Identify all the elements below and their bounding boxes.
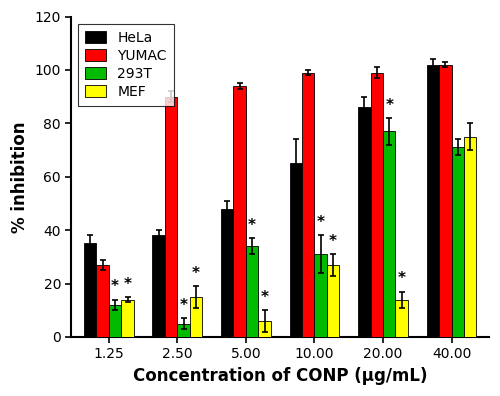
Bar (258, 321, 271, 337)
Bar (152, 236, 165, 337)
Bar (464, 137, 476, 337)
Bar (246, 246, 258, 337)
Bar (109, 305, 122, 337)
Text: *: * (316, 215, 324, 230)
Bar (234, 86, 246, 337)
Bar (302, 72, 314, 337)
X-axis label: Concentration of CONP (μg/mL): Concentration of CONP (μg/mL) (133, 367, 428, 385)
Bar (358, 107, 370, 337)
Text: *: * (260, 290, 268, 305)
Bar (452, 147, 464, 337)
Y-axis label: % inhibition: % inhibition (11, 121, 29, 232)
Bar (165, 97, 177, 337)
Text: *: * (385, 98, 393, 113)
Bar (178, 324, 190, 337)
Bar (84, 244, 96, 337)
Legend: HeLa, YUMAC, 293T, MEF: HeLa, YUMAC, 293T, MEF (78, 23, 174, 106)
Bar (439, 65, 452, 337)
Text: *: * (192, 266, 200, 281)
Text: *: * (111, 279, 119, 294)
Bar (426, 65, 439, 337)
Bar (383, 131, 396, 337)
Bar (96, 265, 109, 337)
Bar (327, 265, 340, 337)
Bar (314, 254, 327, 337)
Text: *: * (248, 218, 256, 233)
Bar (221, 209, 234, 337)
Bar (370, 72, 383, 337)
Text: *: * (398, 271, 406, 286)
Bar (396, 299, 408, 337)
Bar (122, 299, 134, 337)
Text: *: * (124, 276, 132, 291)
Bar (190, 297, 202, 337)
Text: *: * (329, 234, 337, 249)
Bar (290, 164, 302, 337)
Text: *: * (180, 298, 188, 313)
